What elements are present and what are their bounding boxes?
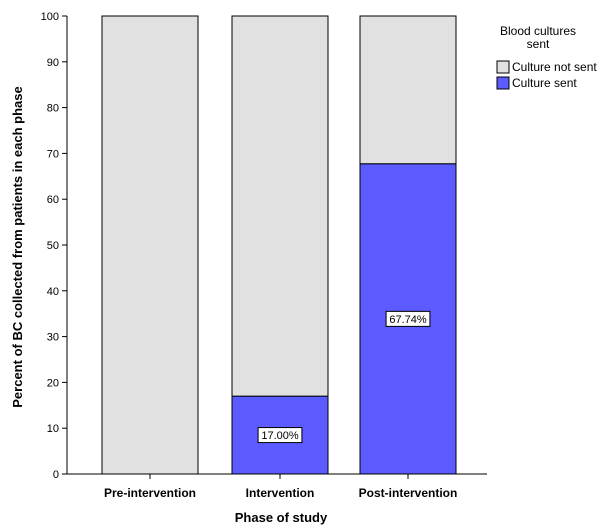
data-label-text-post-intervention: 67.74% xyxy=(389,314,427,326)
legend: Blood cultures sent Culture not sent Cul… xyxy=(496,24,597,90)
y-tick-label-0: 0 xyxy=(53,469,59,481)
y-tick-label-20: 20 xyxy=(47,377,59,389)
x-tick-label-post-intervention: Post-intervention xyxy=(359,486,458,500)
y-tick-label-40: 40 xyxy=(47,286,59,298)
legend-title-line-1: Blood cultures xyxy=(500,24,576,38)
data-label-box-intervention xyxy=(257,427,303,444)
bar-intervention-culture-not-sent xyxy=(231,15,329,397)
y-tick-label-80: 80 xyxy=(47,103,59,115)
legend-swatch-culture-sent xyxy=(496,76,510,90)
y-tick-label-50: 50 xyxy=(47,240,59,252)
legend-label-culture-sent: Culture sent xyxy=(512,76,577,90)
x-tick-label-pre-intervention: Pre-intervention xyxy=(104,486,196,500)
bars-layer xyxy=(101,15,457,475)
data-label-box-post-intervention xyxy=(385,310,431,327)
y-tick-label-100: 100 xyxy=(41,11,59,23)
legend-title-line-2: sent xyxy=(527,37,550,51)
y-tick-label-10: 10 xyxy=(47,423,59,435)
y-tick-label-60: 60 xyxy=(47,194,59,206)
legend-label-culture-not-sent: Culture not sent xyxy=(512,60,597,74)
axes-layer: 0 10 20 30 40 50 60 70 80 90 100 Pre-intervention In… xyxy=(41,11,487,500)
y-tick-label-90: 90 xyxy=(47,57,59,69)
bar-post-intervention-culture-not-sent xyxy=(359,15,457,165)
y-tick-label-30: 30 xyxy=(47,332,59,344)
data-label-intervention: 17.00% xyxy=(257,427,303,444)
y-tick-label-70: 70 xyxy=(47,148,59,160)
x-tick-label-intervention: Intervention xyxy=(246,486,315,500)
labels-layer: 17.00% 67.74% xyxy=(257,310,431,444)
data-label-text-intervention: 17.00% xyxy=(261,430,299,442)
bar-pre-intervention-culture-not-sent xyxy=(101,15,199,475)
x-axis-title: Phase of study xyxy=(235,510,328,525)
data-label-post-intervention: 67.74% xyxy=(385,310,431,327)
legend-swatch-culture-not-sent xyxy=(496,60,510,74)
y-axis-title: Percent of BC collected from patients in… xyxy=(10,86,25,407)
